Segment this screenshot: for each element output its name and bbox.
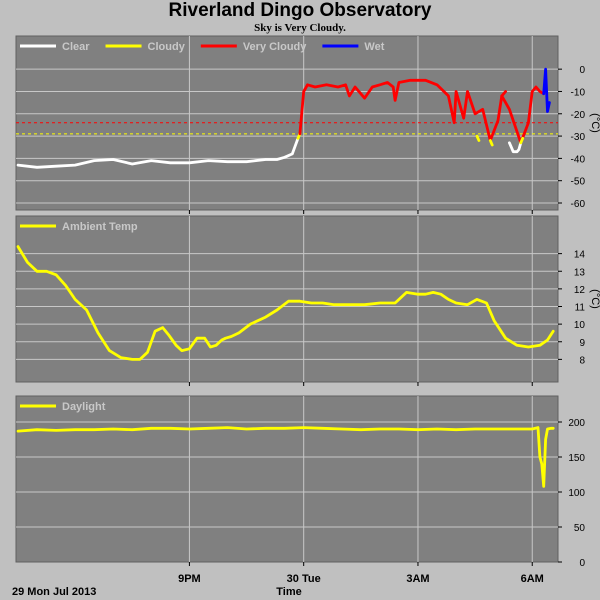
series-daylight <box>16 426 555 488</box>
series-segment <box>519 136 525 145</box>
legend-label: Daylight <box>62 401 106 413</box>
sky-status-subtitle: Sky is Very Cloudy. <box>254 22 346 34</box>
y-tick-label: 200 <box>568 418 585 429</box>
y-tick-label: 50 <box>574 523 586 534</box>
y-tick-label: 100 <box>568 488 585 499</box>
series-very-cloudy <box>298 78 546 145</box>
x-tick-label: 30 Tue <box>287 573 321 585</box>
y-tick-label: 9 <box>579 338 585 349</box>
y-tick-label: 150 <box>568 453 585 464</box>
y-tick-label: -10 <box>571 87 586 98</box>
series-segment <box>488 139 494 147</box>
series-ambient-temp <box>16 245 555 361</box>
y-tick-label: 0 <box>579 558 585 569</box>
y-tick-label: -20 <box>571 110 586 121</box>
page-title: Riverland Dingo Observatory <box>168 0 432 21</box>
series-segment <box>507 141 523 154</box>
y-tick-label: 10 <box>574 320 586 331</box>
legend-label: Ambient Temp <box>62 221 138 233</box>
x-axis-title: Time <box>276 586 301 598</box>
panel-background <box>15 395 559 563</box>
series-clear <box>16 136 300 169</box>
panel-background <box>15 215 559 383</box>
y-axis-unit: (°C) <box>589 289 600 309</box>
y-tick-label: -60 <box>571 199 586 210</box>
y-tick-label: 11 <box>575 303 586 314</box>
series-segment <box>475 134 481 142</box>
panel-sky: 0 -10 -20 -30 -40 -50 -60 (°C) Clear Cloudy Very C… <box>15 35 600 214</box>
legend-label: Clear <box>62 41 90 53</box>
y-tick-label: 0 <box>579 65 585 76</box>
y-tick-label: 14 <box>574 250 586 261</box>
date-label: 29 Mon Jul 2013 <box>12 586 96 598</box>
x-tick-label: 3AM <box>406 573 429 585</box>
legend-label: Wet <box>364 41 384 53</box>
y-tick-label: -30 <box>571 132 586 143</box>
x-tick-label: 6AM <box>521 573 544 585</box>
panel-ambient: 14 13 12 11 10 9 8 (°C) Ambient Temp <box>15 215 600 386</box>
y-tick-label: -40 <box>571 154 586 165</box>
y-tick-label: 12 <box>574 285 586 296</box>
y-tick-label: 13 <box>574 267 586 278</box>
series-segment <box>500 90 508 98</box>
y-tick-label: -50 <box>571 177 586 188</box>
series-wet <box>542 67 551 113</box>
legend-label: Cloudy <box>148 41 186 53</box>
x-tick-label: 9PM <box>178 573 201 585</box>
y-axis-unit: (°C) <box>589 113 600 133</box>
panel-daylight: 200 150 100 50 0 Daylight <box>15 395 586 569</box>
y-tick-label: 8 <box>579 355 585 366</box>
legend-label: Very Cloudy <box>243 41 307 53</box>
